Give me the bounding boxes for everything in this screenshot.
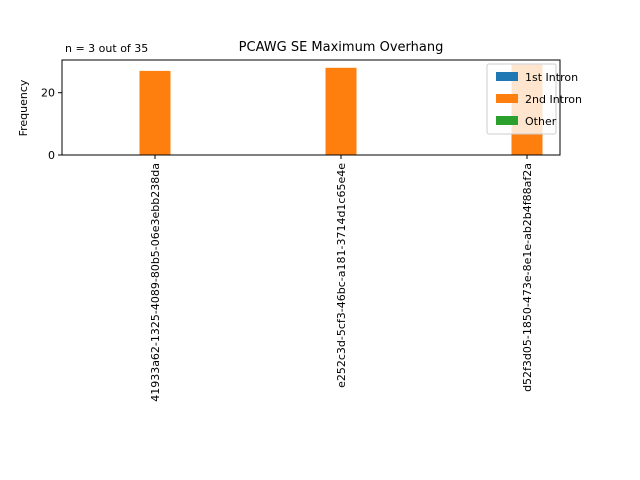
- sample-count-annotation: n = 3 out of 35: [65, 42, 148, 55]
- legend-label-1st-intron: 1st Intron: [525, 71, 578, 84]
- x-tick-label-3: d52f3d05-1850-473e-8e1e-ab2b4f88af2a: [521, 163, 534, 392]
- legend-label-other: Other: [525, 115, 557, 128]
- bar-2nd-intron-1: [139, 70, 171, 155]
- chart-title: PCAWG SE Maximum Overhang: [239, 40, 444, 55]
- x-tick-label-2: e252c3d-5cf3-46bc-a181-3714d1c65e4e: [335, 163, 348, 388]
- y-axis-label: Frequency: [17, 79, 30, 136]
- x-tick-label-1: 41933a62-1325-4089-80b5-06e3ebb238da: [149, 163, 162, 402]
- y-tick-label-20: 20: [41, 87, 55, 100]
- y-tick-label-0: 0: [48, 149, 55, 162]
- bar-2nd-intron-2: [325, 67, 357, 155]
- legend-swatch-2nd-intron: [496, 94, 518, 103]
- legend-swatch-other: [496, 116, 518, 125]
- legend-label-2nd-intron: 2nd Intron: [525, 93, 582, 106]
- legend-swatch-1st-intron: [496, 72, 518, 81]
- legend: 1st Intron 2nd Intron Other: [486, 63, 582, 135]
- plot-area: 0 20 41933a62-1325-4089-80b5-06e3ebb238da e…: [41, 59, 561, 402]
- axes-frame: [61, 59, 561, 156]
